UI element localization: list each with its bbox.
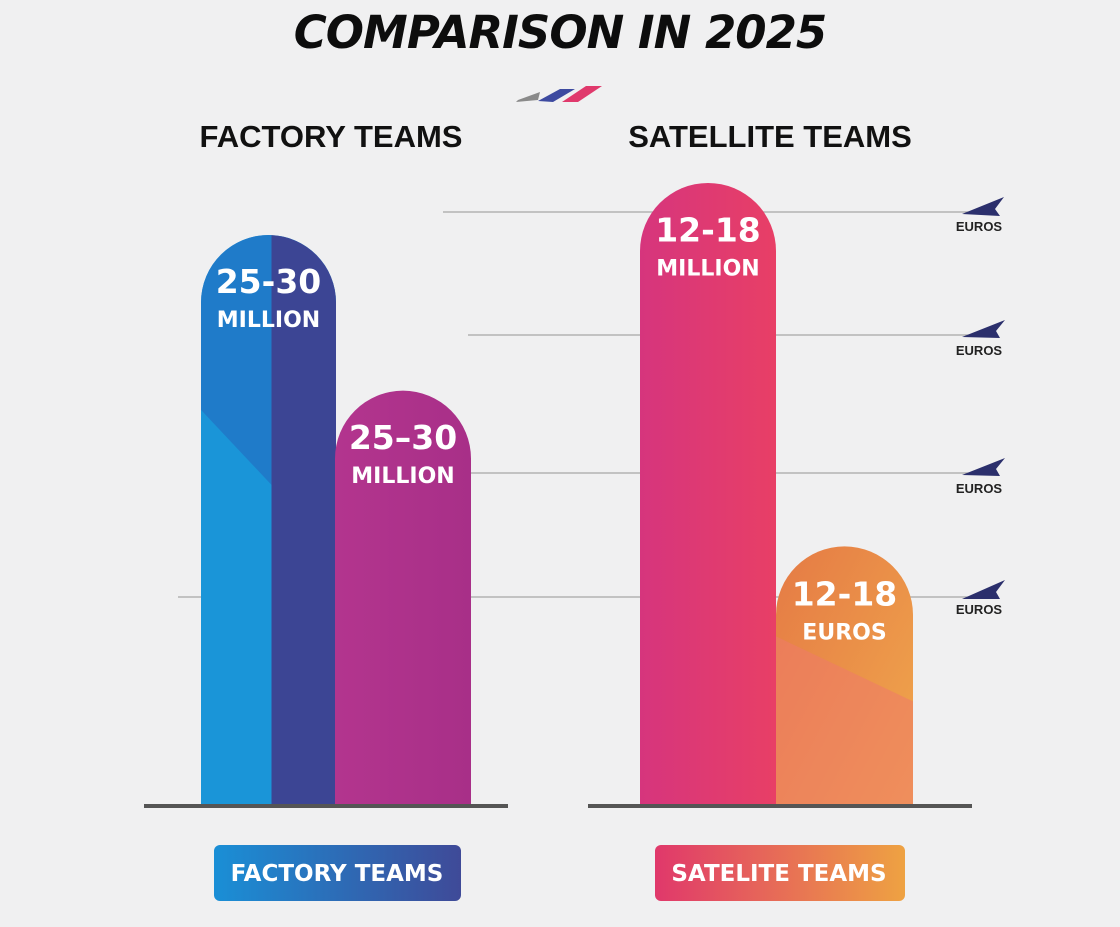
bar-satellite-1-value: 12-18 bbox=[655, 210, 761, 249]
bar-satellite-2-unit: EUROS bbox=[802, 620, 886, 645]
wing-logo-icon bbox=[962, 458, 1005, 476]
tick-marker-2: EUROS bbox=[956, 320, 1005, 358]
title-stripes-decoration bbox=[516, 86, 602, 102]
bar-satellite-2-value: 12-18 bbox=[792, 574, 898, 613]
legend-factory-teams-bg bbox=[214, 845, 461, 901]
group-title-factory: FACTORY TEAMS bbox=[200, 119, 463, 154]
bar-satellite-2-shade bbox=[776, 636, 913, 806]
bar-factory-2-value: 25–30 bbox=[349, 418, 457, 457]
wing-logo-icon bbox=[962, 197, 1004, 216]
legend-satellite-teams[interactable]: SATELITE TEAMS bbox=[655, 845, 905, 901]
legend-factory-teams[interactable]: FACTORY TEAMS bbox=[214, 845, 461, 901]
bar-factory-1-shade bbox=[201, 235, 272, 485]
wing-logo-icon bbox=[962, 580, 1005, 599]
tick-label-euros: EUROS bbox=[956, 602, 1003, 617]
bar-satellite-1: 12-18 MILLION bbox=[640, 183, 776, 806]
bar-factory-2: 25–30 MILLION bbox=[335, 390, 471, 806]
bar-factory-2-body bbox=[335, 390, 471, 806]
bar-factory-1-value: 25-30 bbox=[216, 262, 322, 301]
legend-satellite-teams-bg bbox=[655, 845, 905, 901]
bar-factory-2-unit: MILLION bbox=[351, 464, 454, 489]
legend-factory-teams-label: FACTORY TEAMS bbox=[231, 861, 444, 887]
bar-factory-1: 25-30 MILLION bbox=[201, 234, 336, 807]
bar-satellite-1-unit: MILLION bbox=[656, 256, 759, 281]
tick-marker-4: EUROS bbox=[956, 580, 1005, 617]
tick-marker-1: EUROS bbox=[956, 197, 1004, 234]
tick-label-euros: EUROS bbox=[956, 343, 1003, 358]
chart-title: COMPARISON IN 2025 bbox=[294, 6, 826, 59]
group-title-satellite: SATELLITE TEAMS bbox=[628, 119, 912, 154]
wing-logo-icon bbox=[962, 320, 1005, 338]
bar-factory-1-right-face bbox=[271, 235, 336, 806]
bar-satellite-1-body bbox=[640, 183, 776, 806]
tick-label-euros: EUROS bbox=[956, 219, 1003, 234]
legend-satellite-teams-label: SATELITE TEAMS bbox=[671, 861, 886, 887]
bar-satellite-2: 12-18 EUROS bbox=[776, 546, 913, 806]
tick-label-euros: EUROS bbox=[956, 481, 1003, 496]
bar-factory-1-unit: MILLION bbox=[217, 308, 320, 333]
tick-marker-3: EUROS bbox=[956, 458, 1005, 496]
